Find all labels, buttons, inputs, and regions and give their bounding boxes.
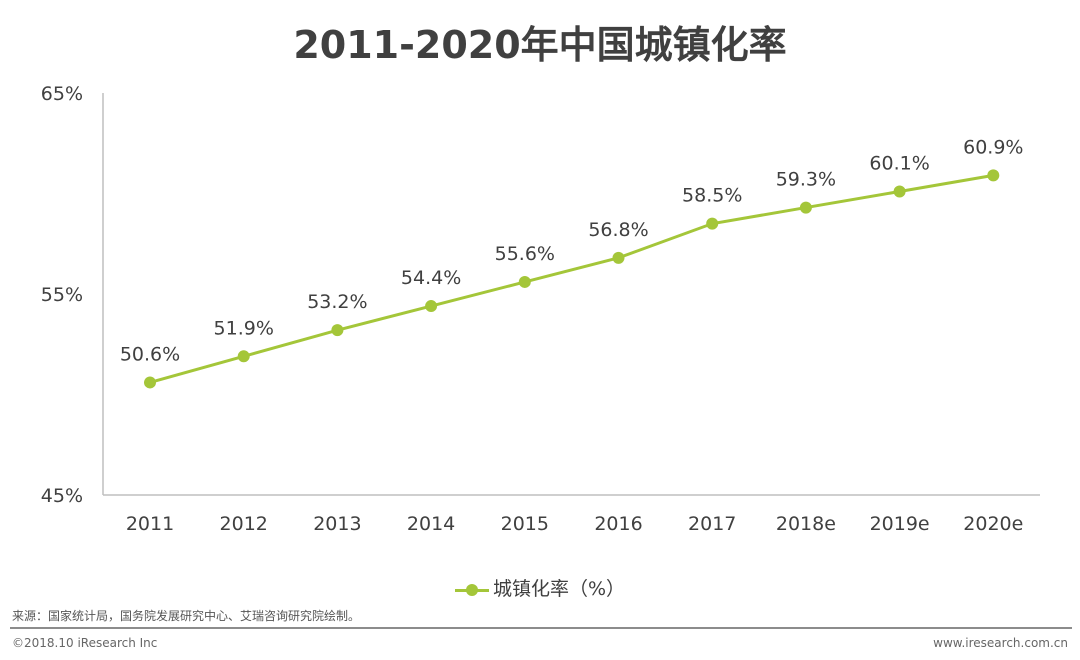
data-label: 50.6% <box>120 343 180 365</box>
footer-divider <box>10 627 1072 629</box>
data-point <box>987 169 1000 182</box>
copyright: ©2018.10 iResearch Inc <box>12 636 158 650</box>
x-tick-label: 2017 <box>688 513 736 535</box>
legend-marker-icon <box>454 580 489 600</box>
data-label: 51.9% <box>214 317 274 339</box>
data-point <box>799 201 812 214</box>
data-point <box>518 275 531 288</box>
data-point <box>612 251 625 264</box>
x-tick-label: 2019e <box>870 513 930 535</box>
x-tick-label: 2014 <box>407 513 455 535</box>
source-note: 来源：国家统计局，国务院发展研究中心、艾瑞咨询研究院绘制。 <box>12 609 361 623</box>
data-point <box>425 300 438 313</box>
data-point <box>331 324 344 337</box>
data-label: 56.8% <box>588 219 648 241</box>
y-tick-label: 45% <box>41 485 83 507</box>
legend-label: 城镇化率（%） <box>492 578 626 600</box>
line-chart: 45% 55% 65% 2011 2012 2013 2014 2015 2016 2017 201… <box>41 83 1040 535</box>
data-label: 53.2% <box>307 291 367 313</box>
x-tick-label: 2018e <box>776 513 836 535</box>
data-label: 59.3% <box>776 169 836 191</box>
x-tick-label: 2016 <box>594 513 642 535</box>
website-link: www.iresearch.com.cn <box>933 636 1068 650</box>
data-point <box>144 376 156 389</box>
x-tick-label: 2020e <box>963 513 1023 535</box>
data-label: 60.9% <box>963 136 1023 158</box>
y-tick-label: 55% <box>41 284 83 306</box>
data-point <box>237 350 250 363</box>
data-label: 55.6% <box>495 243 555 265</box>
data-label: 54.4% <box>401 267 461 289</box>
data-label: 60.1% <box>869 152 929 174</box>
x-tick-label: 2013 <box>313 513 361 535</box>
x-tick-label: 2015 <box>501 513 549 535</box>
series-line <box>149 173 994 384</box>
data-point <box>706 217 719 230</box>
data-point <box>893 185 906 198</box>
x-tick-label: 2011 <box>126 513 174 535</box>
chart-title: 2011-2020年中国城镇化率 <box>293 23 787 67</box>
data-label: 58.5% <box>682 185 742 207</box>
y-tick-label: 65% <box>41 83 83 105</box>
x-tick-label: 2012 <box>220 513 268 535</box>
legend: 城镇化率（%） <box>0 574 1080 601</box>
